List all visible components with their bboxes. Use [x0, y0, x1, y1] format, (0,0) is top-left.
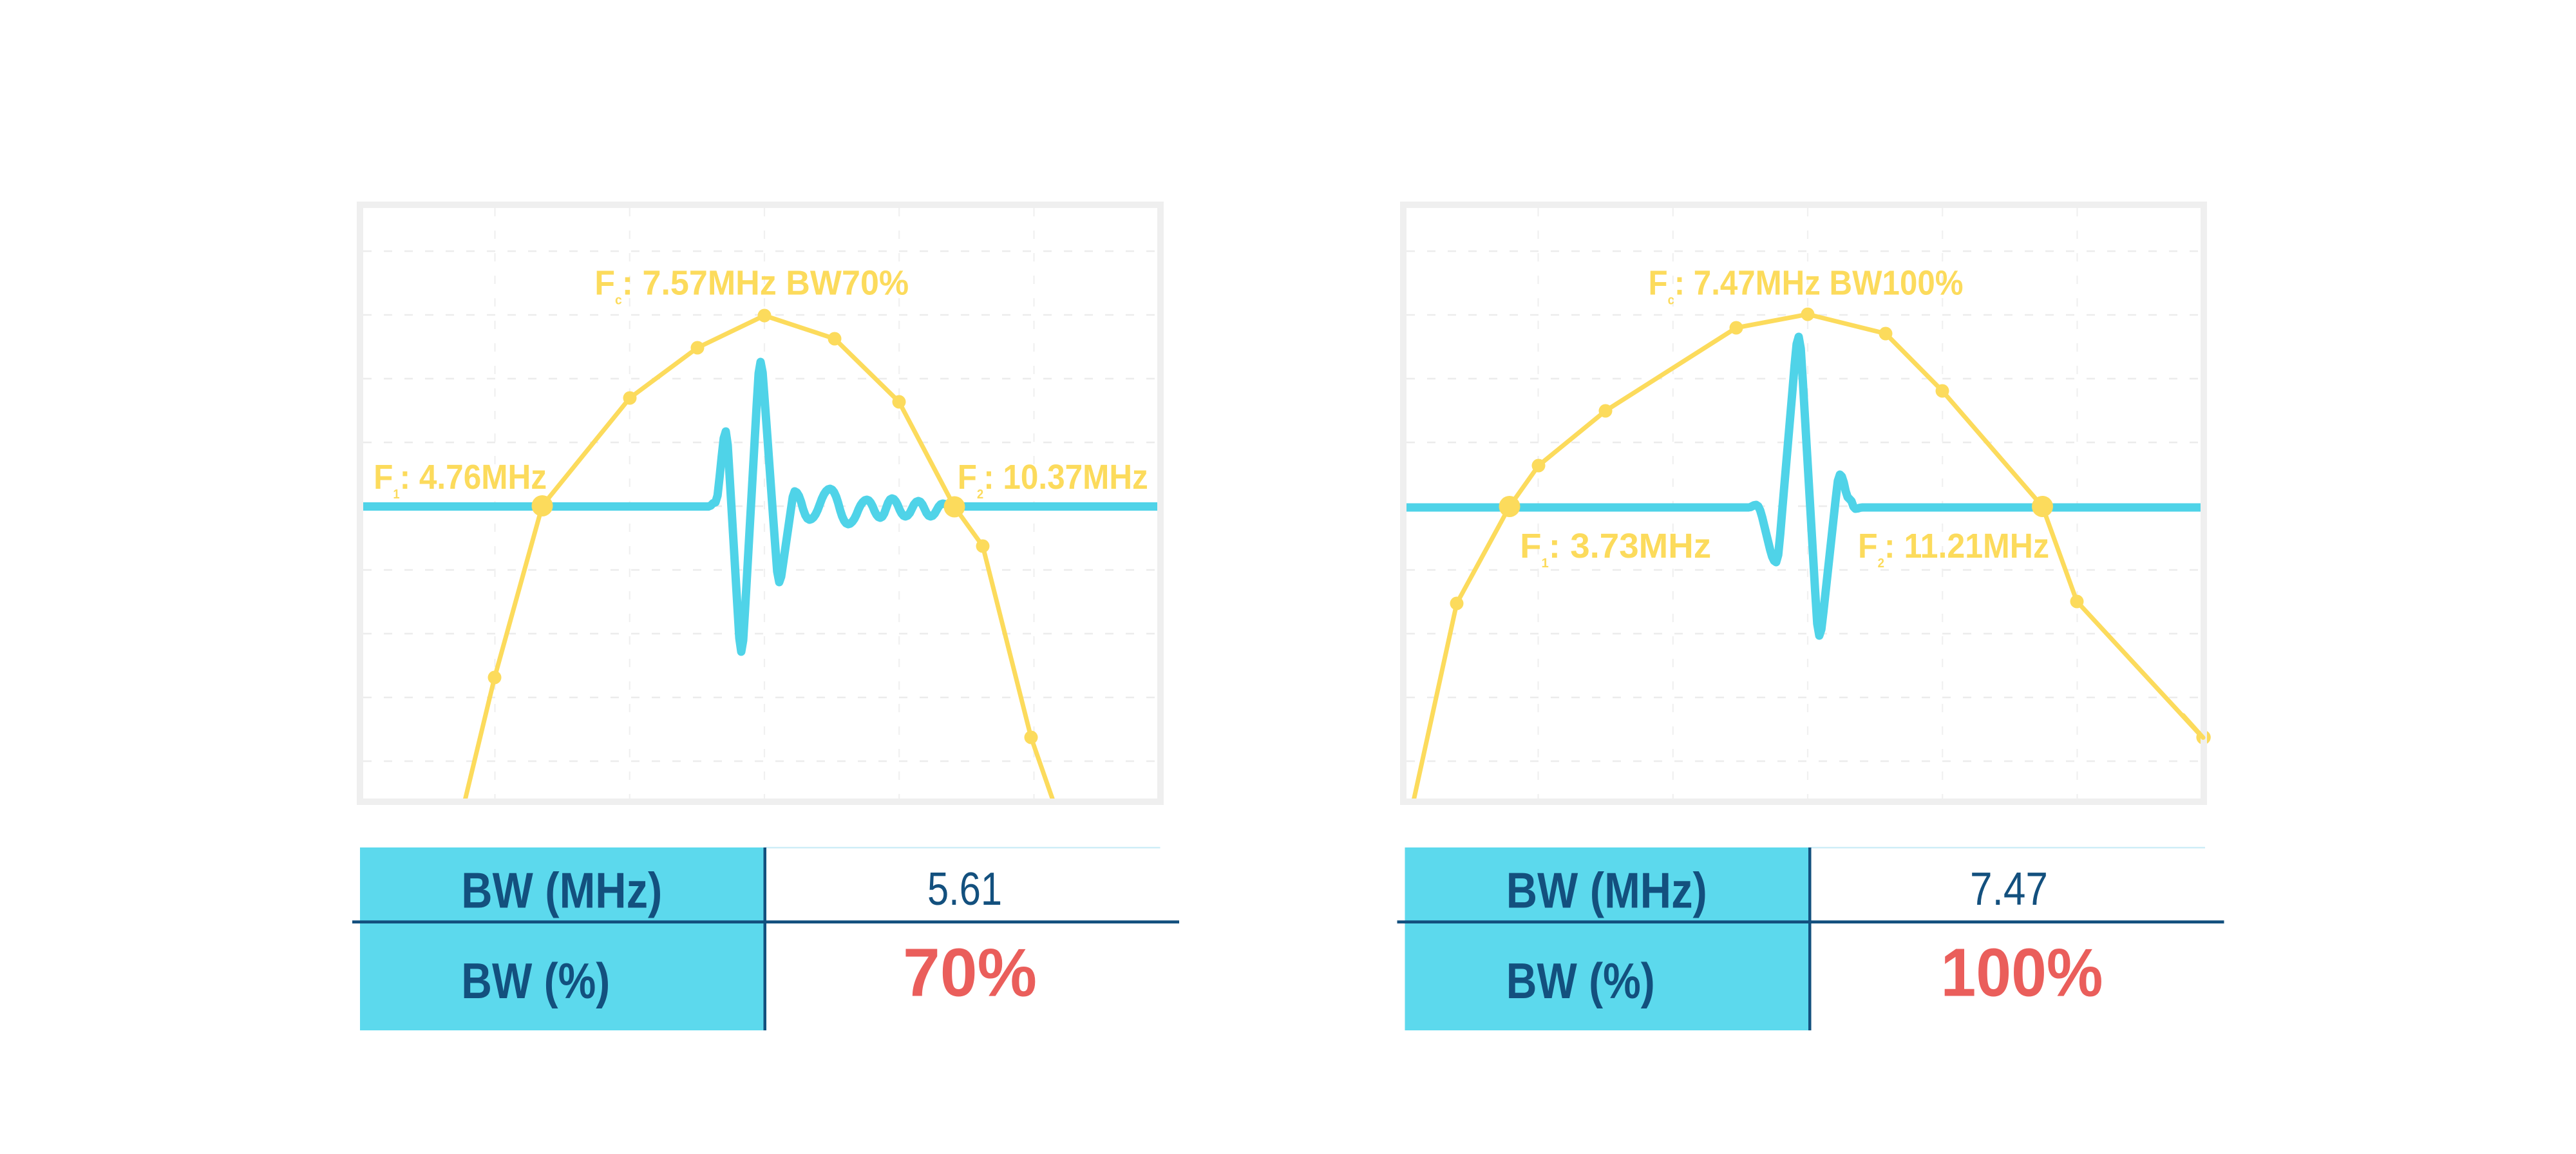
svg-text:F1: 4.76MHz: F1: 4.76MHz [374, 458, 547, 502]
svg-text:F2: 11.21MHz: F2: 11.21MHz [1858, 527, 2049, 571]
svg-text:Fc: 7.57MHz BW70%: Fc: 7.57MHz BW70% [594, 264, 909, 308]
svg-text:F1: 3.73MHz: F1: 3.73MHz [1520, 527, 1711, 571]
svg-text:Fc: 7.47MHz BW100%: Fc: 7.47MHz BW100% [1649, 264, 1964, 308]
svg-text:BW (MHz): BW (MHz) [461, 862, 662, 919]
svg-text:BW (%): BW (%) [1506, 952, 1655, 1009]
svg-text:70%: 70% [903, 935, 1037, 1011]
svg-text:BW (MHz): BW (MHz) [1506, 862, 1707, 919]
svg-text:7.47: 7.47 [1970, 864, 2048, 915]
svg-text:100%: 100% [1941, 935, 2103, 1011]
svg-text:5.61: 5.61 [927, 864, 1002, 915]
svg-text:F2: 10.37MHz: F2: 10.37MHz [958, 458, 1148, 502]
svg-text:BW (%): BW (%) [461, 952, 610, 1009]
